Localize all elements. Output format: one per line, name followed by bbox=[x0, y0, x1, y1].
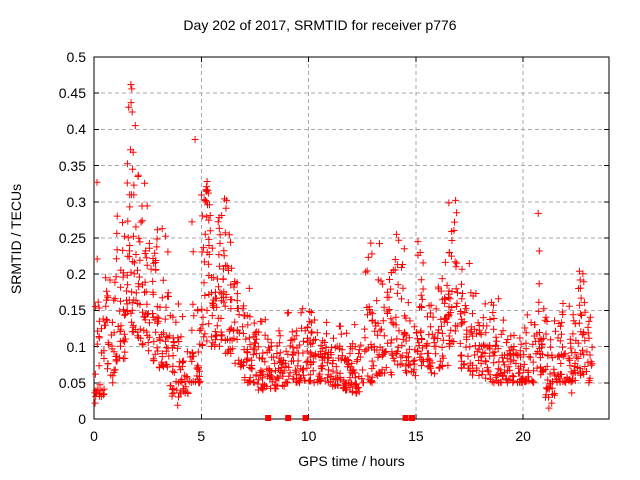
zero-data-marker bbox=[409, 415, 415, 421]
y-tick-label: 0.3 bbox=[66, 193, 86, 210]
y-tick-label: 0.35 bbox=[58, 157, 86, 174]
y-tick-label: 0.45 bbox=[58, 85, 86, 102]
zero-data-marker bbox=[265, 415, 272, 421]
zero-data-marker bbox=[285, 415, 292, 421]
x-axis-label: GPS time / hours bbox=[298, 453, 405, 469]
x-tick-label: 5 bbox=[197, 428, 206, 444]
zero-data-marker bbox=[402, 415, 409, 421]
chart-title: Day 202 of 2017, SRMTID for receiver p77… bbox=[183, 17, 457, 33]
y-tick-label: 0.5 bbox=[66, 49, 86, 65]
y-tick-label: 0 bbox=[78, 411, 86, 427]
y-tick-label: 0.1 bbox=[66, 338, 86, 355]
y-tick-label: 0.2 bbox=[66, 266, 86, 283]
x-tick-label: 0 bbox=[90, 428, 98, 444]
y-tick-label: 0.15 bbox=[58, 302, 86, 319]
x-tick-label: 10 bbox=[300, 428, 317, 444]
x-tick-label: 15 bbox=[408, 428, 424, 444]
y-tick-label: 0.05 bbox=[58, 374, 86, 391]
y-tick-label: 0.25 bbox=[58, 230, 86, 246]
zero-data-marker bbox=[302, 415, 309, 421]
y-axis-label: SRMTID / TECUs bbox=[8, 183, 24, 295]
x-tick-label: 20 bbox=[515, 428, 531, 444]
y-tick-label: 0.4 bbox=[66, 121, 86, 138]
scatter-points bbox=[91, 81, 596, 412]
